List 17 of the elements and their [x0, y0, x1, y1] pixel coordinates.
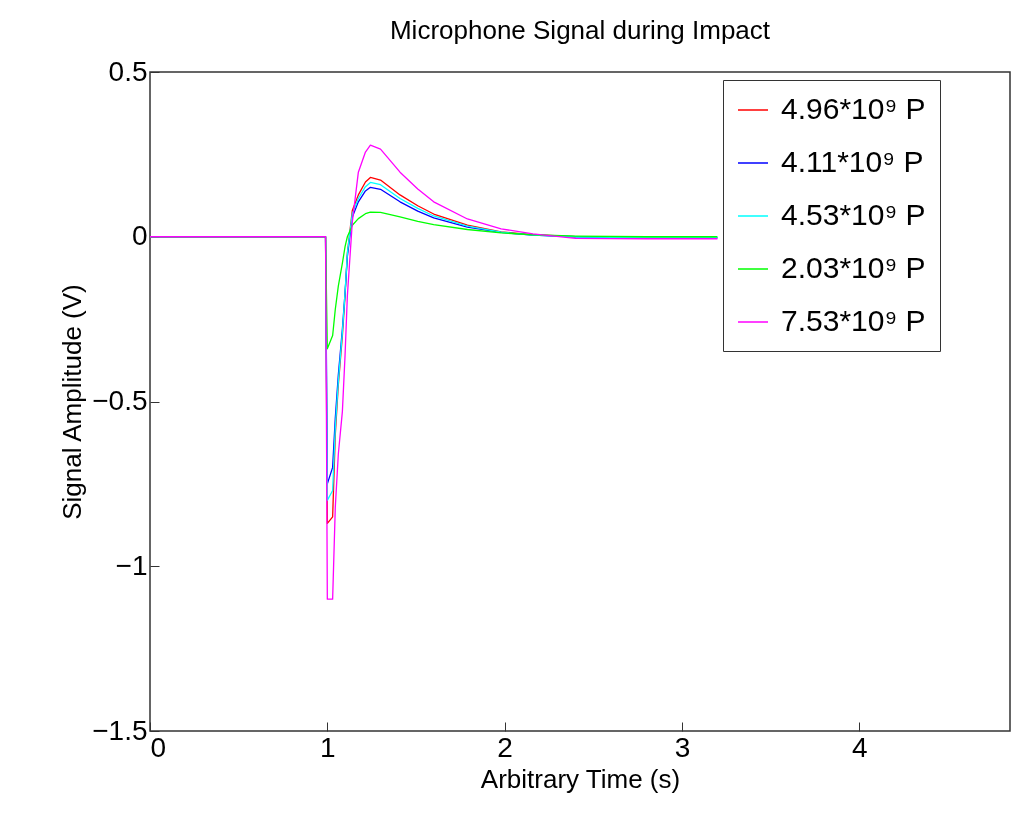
x-tick-label: 2	[497, 731, 513, 763]
legend-label: 2.03*10⁹ P	[781, 251, 926, 284]
x-axis-title: Arbitrary Time (s)	[480, 763, 681, 794]
y-tick-label: 0.5	[108, 55, 148, 87]
legend-label: 7.53*10⁹ P	[781, 304, 926, 337]
legend-label: 4.11*10⁹ P	[781, 145, 924, 178]
legend-label: 4.53*10⁹ P	[781, 198, 926, 231]
y-tick-label: 0	[131, 220, 148, 252]
x-tick-label: 3	[674, 731, 691, 763]
y-tick-label: −1.5	[92, 714, 148, 746]
y-tick-label: −0.5	[92, 385, 148, 416]
chart-title: Microphone Signal during Impact	[389, 15, 771, 45]
y-axis-title: Signal Amplitude (V)	[57, 284, 88, 520]
y-tick-label: −1	[115, 549, 148, 581]
x-tick-label: 4	[851, 731, 868, 763]
x-tick-label: 1	[320, 731, 336, 763]
legend-label: 4.96*10⁹ P	[781, 92, 926, 125]
